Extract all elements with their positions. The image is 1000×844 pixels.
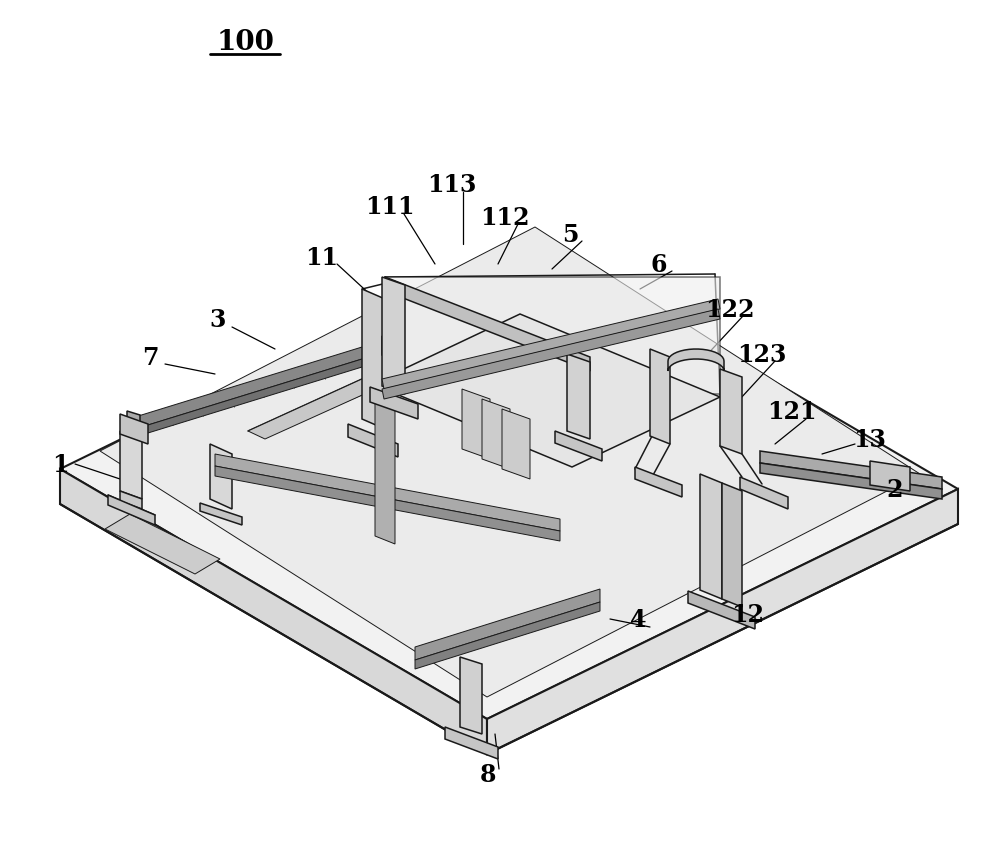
- Text: 12: 12: [732, 603, 765, 626]
- Polygon shape: [650, 349, 670, 445]
- Polygon shape: [460, 657, 482, 734]
- Polygon shape: [120, 491, 142, 510]
- Polygon shape: [415, 603, 600, 669]
- Polygon shape: [60, 469, 487, 754]
- Polygon shape: [668, 349, 724, 371]
- Text: 121: 121: [767, 399, 817, 424]
- Polygon shape: [215, 467, 560, 541]
- Polygon shape: [382, 310, 720, 399]
- Text: 111: 111: [365, 195, 415, 219]
- Polygon shape: [382, 300, 720, 390]
- Polygon shape: [487, 490, 958, 754]
- Text: 112: 112: [480, 206, 530, 230]
- Polygon shape: [127, 412, 140, 435]
- Polygon shape: [215, 454, 560, 532]
- Polygon shape: [555, 431, 602, 462]
- Polygon shape: [740, 478, 788, 510]
- Text: 6: 6: [651, 252, 667, 277]
- Polygon shape: [502, 409, 530, 479]
- Polygon shape: [135, 352, 388, 437]
- Polygon shape: [462, 390, 490, 459]
- Text: 113: 113: [427, 173, 477, 197]
- Polygon shape: [60, 240, 958, 719]
- Text: 11: 11: [306, 246, 338, 270]
- Text: 7: 7: [142, 345, 158, 370]
- Polygon shape: [362, 289, 385, 430]
- Text: 13: 13: [854, 428, 886, 452]
- Polygon shape: [445, 728, 498, 759]
- Polygon shape: [567, 354, 590, 440]
- Polygon shape: [700, 474, 722, 599]
- Text: 3: 3: [210, 307, 226, 332]
- Text: 4: 4: [630, 608, 646, 631]
- Text: 8: 8: [480, 762, 496, 786]
- Polygon shape: [120, 431, 142, 500]
- Polygon shape: [108, 495, 155, 525]
- Polygon shape: [120, 414, 148, 445]
- Polygon shape: [382, 278, 405, 394]
- Text: 1: 1: [52, 452, 68, 476]
- Polygon shape: [248, 380, 380, 440]
- Polygon shape: [105, 514, 220, 574]
- Text: 2: 2: [887, 478, 903, 501]
- Polygon shape: [135, 339, 388, 430]
- Text: 100: 100: [216, 29, 274, 56]
- Text: 122: 122: [705, 298, 755, 322]
- Polygon shape: [635, 468, 682, 497]
- Polygon shape: [720, 370, 742, 454]
- Polygon shape: [200, 503, 242, 525]
- Polygon shape: [688, 592, 755, 630]
- Polygon shape: [348, 425, 398, 457]
- Polygon shape: [210, 445, 232, 510]
- Polygon shape: [482, 399, 510, 469]
- Polygon shape: [385, 278, 720, 394]
- Polygon shape: [370, 387, 418, 419]
- Polygon shape: [385, 278, 590, 371]
- Polygon shape: [870, 462, 910, 491]
- Polygon shape: [760, 452, 942, 490]
- Polygon shape: [722, 484, 742, 608]
- Polygon shape: [415, 589, 600, 660]
- Polygon shape: [100, 228, 920, 697]
- Polygon shape: [382, 337, 395, 360]
- Polygon shape: [375, 390, 395, 544]
- Polygon shape: [760, 463, 942, 500]
- Text: 123: 123: [737, 343, 787, 366]
- Text: 5: 5: [562, 223, 578, 246]
- Polygon shape: [372, 315, 720, 468]
